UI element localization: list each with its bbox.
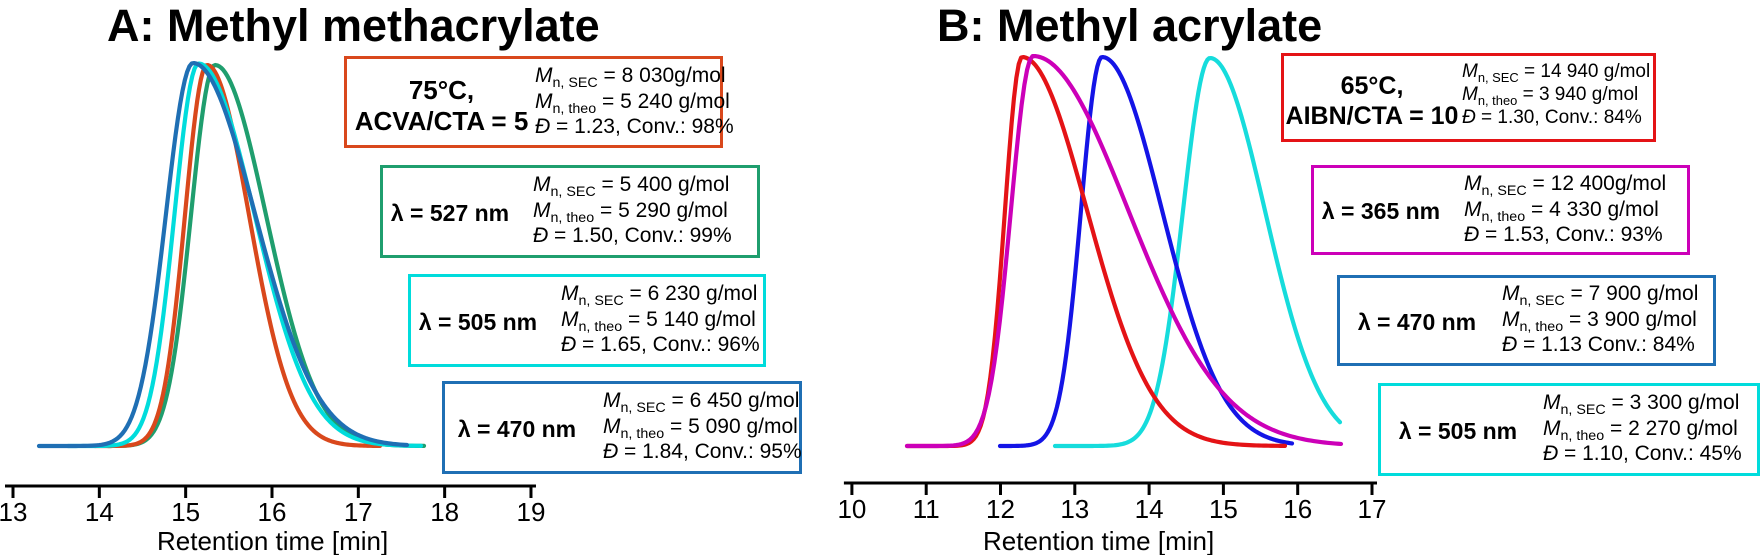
svg-text:16: 16 [1283, 494, 1312, 524]
svg-text:11: 11 [913, 494, 940, 524]
svg-text:13: 13 [1060, 494, 1089, 524]
svg-text:17: 17 [344, 497, 373, 527]
svg-text:14: 14 [85, 497, 114, 527]
svg-text:15: 15 [171, 497, 200, 527]
svg-text:10: 10 [837, 494, 866, 524]
svg-text:16: 16 [258, 497, 287, 527]
svg-text:13: 13 [0, 497, 27, 527]
svg-text:12: 12 [986, 494, 1015, 524]
svg-text:14: 14 [1135, 494, 1164, 524]
svg-text:17: 17 [1358, 494, 1387, 524]
svg-text:19: 19 [517, 497, 546, 527]
svg-text:15: 15 [1209, 494, 1238, 524]
svg-text:18: 18 [430, 497, 459, 527]
